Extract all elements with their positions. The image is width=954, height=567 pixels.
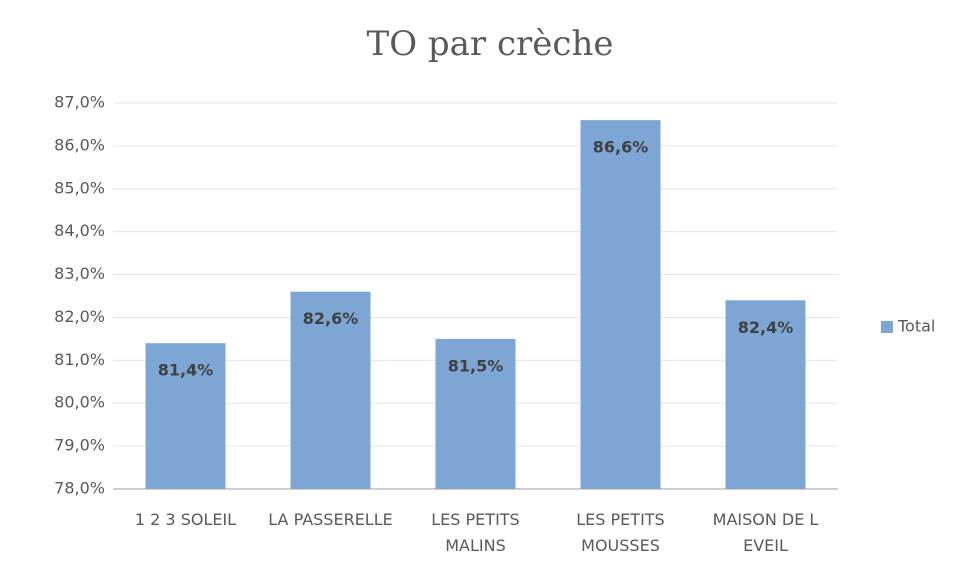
- x-tick-label: LA PASSERELLE: [268, 510, 393, 529]
- bar: [145, 343, 226, 489]
- x-tick-label: 1 2 3 SOLEIL: [134, 510, 237, 529]
- bar: [290, 291, 371, 489]
- x-tick-label: MAISON DE L EVEIL: [712, 510, 819, 555]
- y-tick-label: 85,0%: [54, 178, 105, 197]
- y-tick-label: 82,0%: [54, 307, 105, 326]
- data-label: 82,6%: [303, 309, 359, 328]
- y-tick-label: 79,0%: [54, 436, 105, 455]
- legend-swatch: [881, 321, 893, 333]
- x-tick-label: LES PETITS MALINS: [431, 510, 520, 555]
- x-tick-label: LES PETITS MOUSSES: [576, 510, 665, 555]
- y-tick-label: 78,0%: [54, 479, 105, 498]
- y-tick-label: 86,0%: [54, 135, 105, 154]
- y-tick-label: 81,0%: [54, 350, 105, 369]
- data-label: 82,4%: [738, 318, 794, 337]
- data-label: 81,4%: [158, 361, 214, 380]
- bar: [435, 338, 516, 489]
- bar: [580, 120, 661, 490]
- legend-label: Total: [897, 317, 935, 336]
- data-label: 86,6%: [593, 138, 649, 157]
- y-tick-label: 84,0%: [54, 221, 105, 240]
- data-label: 81,5%: [448, 356, 504, 375]
- chart-title: TO par crèche: [367, 24, 614, 64]
- y-tick-label: 83,0%: [54, 264, 105, 283]
- y-tick-label: 87,0%: [54, 93, 105, 112]
- bar: [725, 300, 806, 489]
- y-tick-label: 80,0%: [54, 393, 105, 412]
